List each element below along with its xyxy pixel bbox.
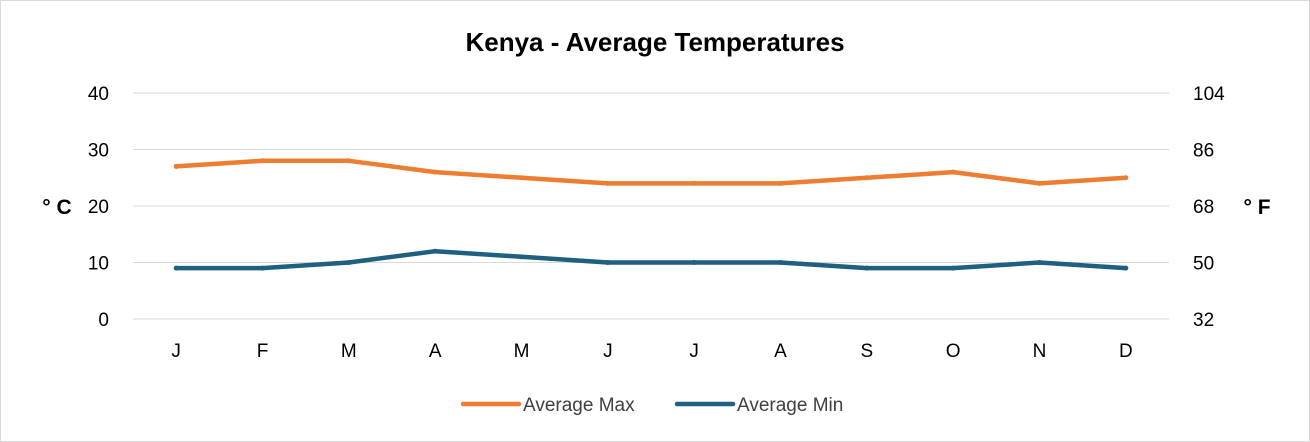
- data-point: [432, 248, 438, 254]
- data-point: [864, 175, 870, 181]
- y2-axis-label-fahrenheit: ° F: [1243, 196, 1270, 219]
- data-point: [1037, 260, 1042, 265]
- x-tick-label: J: [603, 341, 613, 362]
- legend: Average Max Average Min: [460, 395, 843, 416]
- y2-tick-label: 32: [1193, 310, 1214, 331]
- data-point: [432, 169, 438, 175]
- data-point: [519, 175, 524, 181]
- data-point: [260, 158, 265, 164]
- y2-axis-ticks: 32 50 68 86 104: [1193, 84, 1225, 331]
- series-line-average-max: [173, 158, 1129, 186]
- data-point: [778, 180, 783, 186]
- y2-tick-label: 68: [1193, 197, 1214, 218]
- data-point: [1123, 265, 1129, 271]
- legend-label-average-max: Average Max: [523, 395, 635, 416]
- data-point: [1123, 175, 1129, 181]
- x-tick-label: A: [429, 341, 442, 362]
- data-point: [346, 158, 352, 164]
- x-tick-label: J: [689, 341, 699, 362]
- data-point: [691, 260, 697, 265]
- data-point: [346, 260, 352, 265]
- data-point: [260, 265, 265, 271]
- data-point: [605, 180, 611, 186]
- data-point: [778, 260, 783, 265]
- y-tick-label: 20: [88, 197, 109, 218]
- data-point: [950, 169, 956, 175]
- x-tick-label: J: [171, 341, 181, 362]
- data-point: [691, 180, 697, 186]
- y2-tick-label: 86: [1193, 141, 1214, 162]
- legend-label-average-min: Average Min: [737, 395, 843, 416]
- chart-title: Kenya - Average Temperatures: [465, 27, 844, 57]
- series-lines: [173, 158, 1129, 271]
- data-point: [950, 265, 956, 271]
- x-tick-label: M: [341, 341, 357, 362]
- data-point: [173, 163, 179, 169]
- gridlines: [133, 92, 1169, 320]
- data-point: [605, 260, 611, 265]
- x-tick-label: D: [1119, 341, 1133, 362]
- y2-tick-label: 104: [1193, 84, 1225, 105]
- data-point: [1037, 180, 1042, 186]
- y-axis-ticks: 0 10 20 30 40: [88, 84, 109, 331]
- x-tick-label: M: [514, 341, 530, 362]
- y-tick-label: 10: [88, 254, 109, 275]
- y2-tick-label: 50: [1193, 254, 1214, 275]
- x-tick-label: N: [1033, 341, 1047, 362]
- series-line-average-min: [173, 248, 1129, 271]
- y-tick-label: 40: [88, 84, 109, 105]
- y-tick-label: 0: [98, 310, 109, 331]
- x-tick-label: S: [860, 341, 873, 362]
- data-point: [519, 254, 524, 260]
- y-axis-label-celsius: ° C: [42, 196, 71, 219]
- data-point: [173, 265, 179, 271]
- y-tick-label: 30: [88, 141, 109, 162]
- x-tick-label: O: [946, 341, 961, 362]
- data-point: [864, 265, 870, 271]
- x-tick-label: F: [257, 341, 269, 362]
- x-tick-label: A: [774, 341, 787, 362]
